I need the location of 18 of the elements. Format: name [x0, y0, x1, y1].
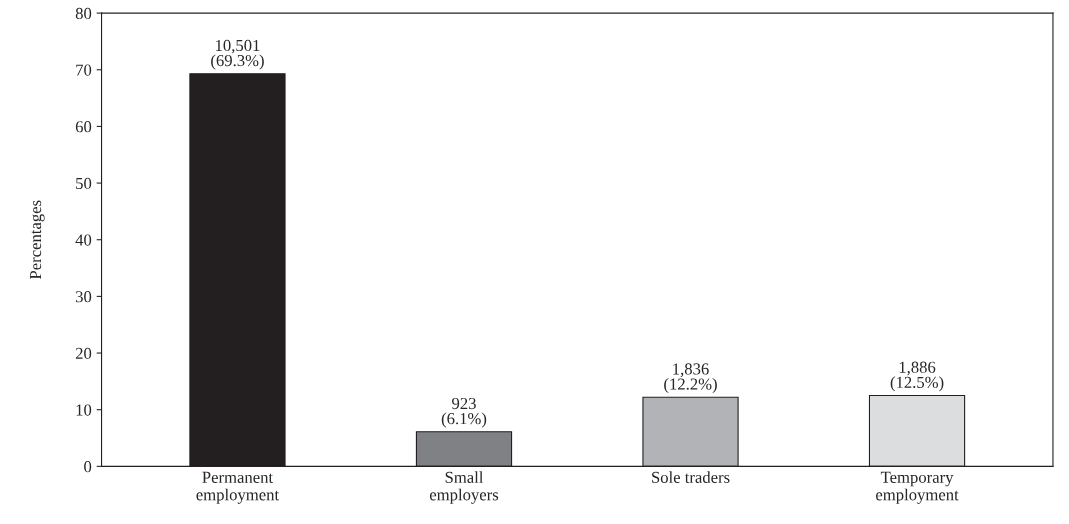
data-label: 1,836 (12.2%) — [664, 363, 717, 394]
y-tick-label: 80 — [75, 7, 92, 20]
x-tick-label: Temporary employment — [876, 471, 959, 504]
x-tick-label: Sole traders — [652, 471, 730, 483]
y-tick-label: 10 — [76, 404, 92, 416]
y-tick-label: 70 — [76, 64, 92, 76]
data-label: 923 (6.1%) — [441, 397, 487, 428]
y-tick-label: 20 — [75, 347, 92, 359]
data-label: 10,501 (69.3%) — [211, 39, 264, 70]
y-axis-title: Percentages — [30, 200, 45, 280]
x-tick-label: Permanent employment — [196, 471, 280, 504]
y-tick-label: 50 — [76, 177, 92, 190]
x-tick-label: Small employers — [429, 471, 499, 504]
data-label: 1,886 (12.5%) — [890, 361, 944, 392]
y-tick-label: 40 — [75, 234, 92, 246]
y-tick-label: 0 — [84, 461, 92, 473]
y-tick-label: 30 — [75, 291, 92, 303]
y-tick-label: 60 — [75, 121, 92, 133]
